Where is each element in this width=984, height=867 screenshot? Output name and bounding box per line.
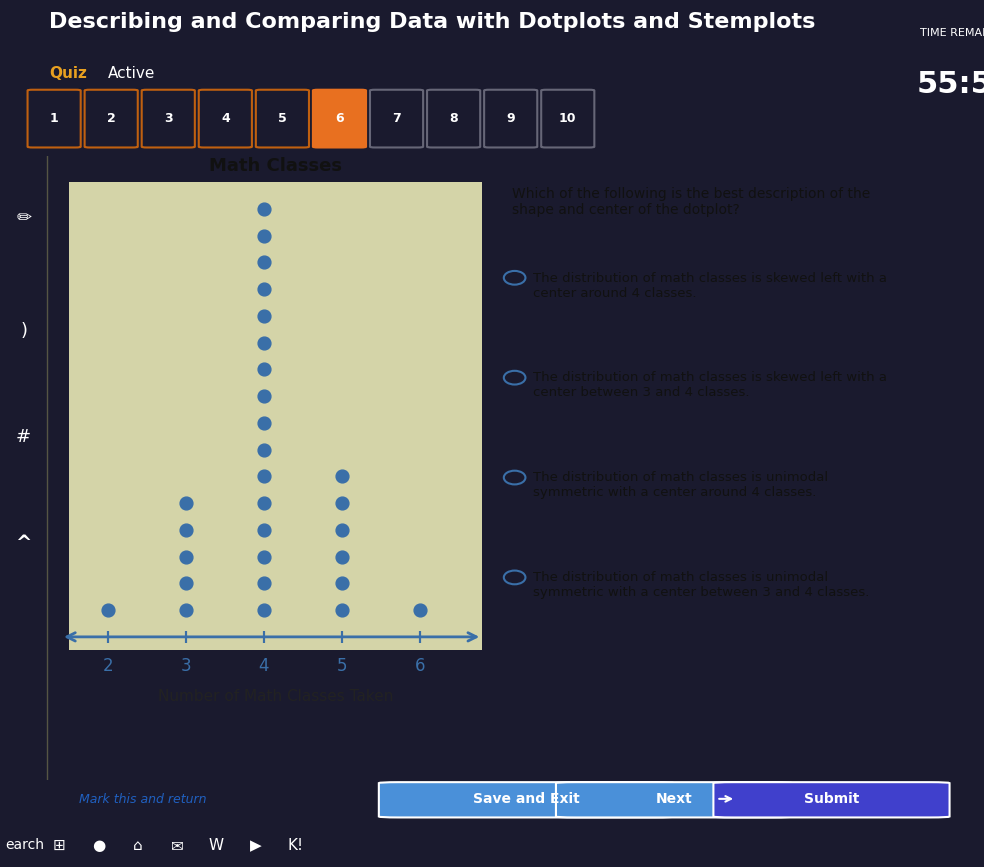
FancyBboxPatch shape: [379, 782, 674, 818]
Text: 3: 3: [164, 112, 172, 125]
Text: 4: 4: [221, 112, 229, 125]
Title: Math Classes: Math Classes: [209, 157, 342, 175]
Text: 7: 7: [393, 112, 400, 125]
Text: Next: Next: [655, 792, 693, 805]
Point: [256, 416, 272, 430]
FancyBboxPatch shape: [713, 782, 950, 818]
Text: The dotplot below displays the number of math classes
taken by a random sample o: The dotplot below displays the number of…: [69, 187, 458, 218]
Text: 8: 8: [450, 112, 458, 125]
Point: [178, 496, 194, 510]
Point: [256, 523, 272, 537]
Text: 6: 6: [336, 112, 343, 125]
Text: earch: earch: [5, 838, 44, 852]
X-axis label: Number of Math Classes Taken: Number of Math Classes Taken: [157, 689, 394, 704]
Text: Save and Exit: Save and Exit: [473, 792, 580, 805]
Text: The distribution of math classes is unimodal
symmetric with a center between 3 a: The distribution of math classes is unim…: [533, 571, 870, 599]
Point: [178, 603, 194, 617]
Point: [256, 550, 272, 564]
Point: [256, 603, 272, 617]
Point: [256, 229, 272, 243]
Point: [334, 496, 349, 510]
Point: [256, 469, 272, 483]
Point: [178, 550, 194, 564]
Text: Describing and Comparing Data with Dotplots and Stemplots: Describing and Comparing Data with Dotpl…: [49, 12, 816, 32]
Text: ⊞: ⊞: [53, 838, 65, 853]
Point: [256, 577, 272, 590]
Point: [334, 550, 349, 564]
Point: [334, 603, 349, 617]
Text: TIME REMAINING: TIME REMAINING: [920, 28, 984, 38]
Text: #: #: [16, 428, 31, 446]
Point: [412, 603, 428, 617]
Text: Submit: Submit: [804, 792, 859, 805]
Text: ▶: ▶: [250, 838, 262, 853]
Point: [256, 256, 272, 270]
Point: [256, 443, 272, 457]
Point: [256, 309, 272, 323]
Text: The distribution of math classes is skewed left with a
center around 4 classes.: The distribution of math classes is skew…: [533, 271, 888, 299]
Point: [256, 496, 272, 510]
Text: 2: 2: [107, 112, 115, 125]
Text: ✉: ✉: [171, 838, 183, 853]
Text: Mark this and return: Mark this and return: [79, 793, 207, 806]
Point: [256, 362, 272, 376]
Text: ^: ^: [16, 533, 31, 552]
Point: [256, 389, 272, 403]
Text: ✏: ✏: [16, 210, 31, 227]
Point: [100, 603, 116, 617]
Text: 55:55: 55:55: [917, 70, 984, 99]
Text: ): ): [20, 322, 28, 340]
Text: The distribution of math classes is unimodal
symmetric with a center around 4 cl: The distribution of math classes is unim…: [533, 472, 829, 499]
Text: The distribution of math classes is skewed left with a
center between 3 and 4 cl: The distribution of math classes is skew…: [533, 371, 888, 400]
Point: [334, 469, 349, 483]
Point: [256, 282, 272, 296]
Point: [178, 577, 194, 590]
Text: 9: 9: [507, 112, 515, 125]
FancyBboxPatch shape: [556, 782, 792, 818]
Text: W: W: [209, 838, 224, 853]
FancyBboxPatch shape: [313, 90, 366, 147]
Point: [178, 523, 194, 537]
Text: ●: ●: [92, 838, 105, 853]
Text: Active: Active: [108, 66, 155, 81]
Point: [256, 202, 272, 216]
Point: [256, 336, 272, 349]
Point: [334, 577, 349, 590]
Text: 10: 10: [559, 112, 577, 125]
Text: 5: 5: [278, 112, 286, 125]
Text: ⌂: ⌂: [133, 838, 143, 853]
Point: [334, 523, 349, 537]
Text: Quiz: Quiz: [49, 66, 87, 81]
Text: 1: 1: [50, 112, 58, 125]
Text: K!: K!: [287, 838, 303, 853]
Text: Which of the following is the best description of the
shape and center of the do: Which of the following is the best descr…: [512, 187, 870, 218]
